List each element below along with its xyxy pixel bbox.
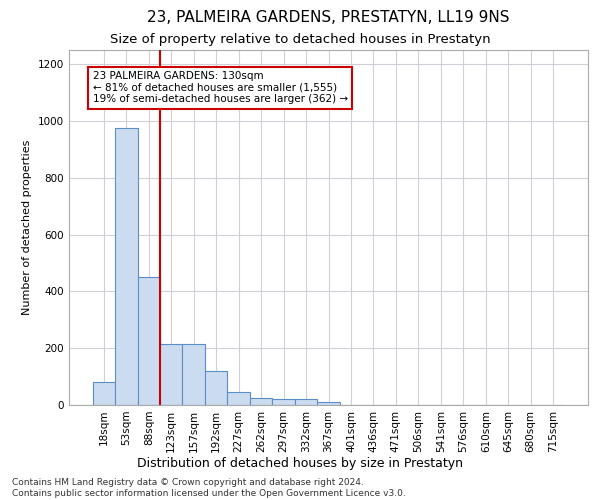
- Bar: [115, 128, 137, 405]
- Text: Distribution of detached houses by size in Prestatyn: Distribution of detached houses by size …: [137, 458, 463, 470]
- Bar: [160, 344, 182, 405]
- Bar: [205, 371, 227, 405]
- Bar: [295, 400, 317, 405]
- Bar: [250, 398, 272, 405]
- Bar: [182, 344, 205, 405]
- Text: 23 PALMEIRA GARDENS: 130sqm
← 81% of detached houses are smaller (1,555)
19% of : 23 PALMEIRA GARDENS: 130sqm ← 81% of det…: [92, 72, 348, 104]
- Bar: [272, 399, 295, 405]
- Bar: [317, 402, 340, 405]
- Bar: [137, 277, 160, 405]
- Bar: [227, 392, 250, 405]
- Y-axis label: Number of detached properties: Number of detached properties: [22, 140, 32, 315]
- Text: Size of property relative to detached houses in Prestatyn: Size of property relative to detached ho…: [110, 32, 490, 46]
- Title: 23, PALMEIRA GARDENS, PRESTATYN, LL19 9NS: 23, PALMEIRA GARDENS, PRESTATYN, LL19 9N…: [147, 10, 510, 25]
- Bar: [92, 382, 115, 405]
- Text: Contains HM Land Registry data © Crown copyright and database right 2024.
Contai: Contains HM Land Registry data © Crown c…: [12, 478, 406, 498]
